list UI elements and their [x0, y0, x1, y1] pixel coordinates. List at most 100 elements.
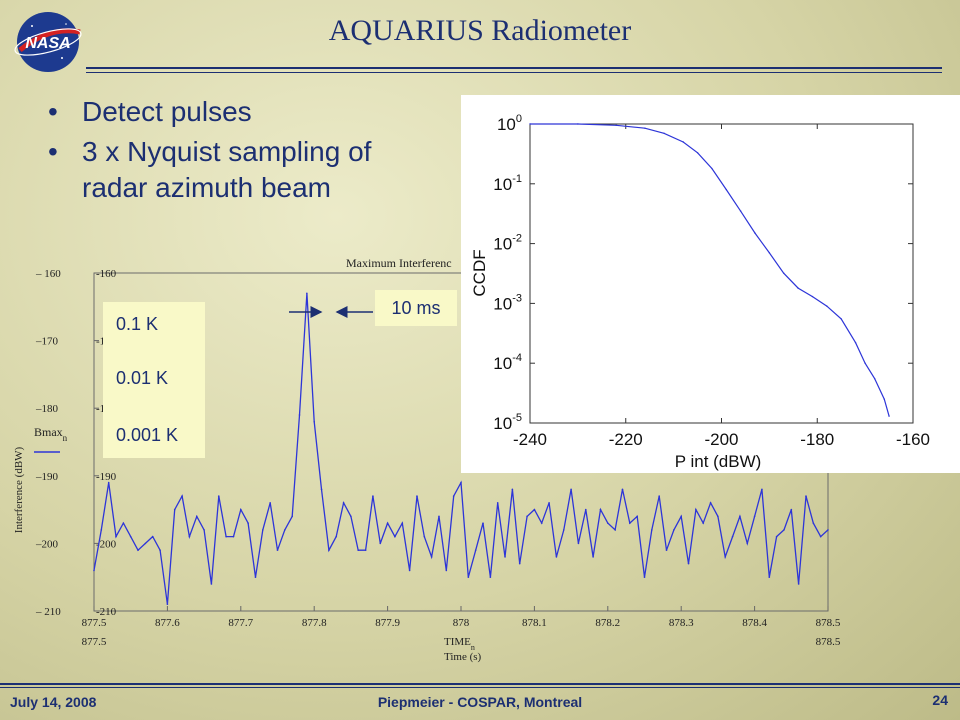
nasa-logo: NASA	[14, 12, 82, 72]
chart2-data-point	[874, 378, 876, 380]
chart1-data-point	[122, 522, 125, 524]
footer-page-number: 24	[932, 692, 948, 708]
chart1-data-point	[364, 549, 367, 551]
chart1-data-point	[482, 522, 484, 524]
chart1-data-point	[115, 535, 117, 538]
chart2-y-tick-base: 10	[493, 354, 512, 373]
level-label: 0.001 K	[116, 425, 179, 445]
chart1-y-tick-label: -200	[96, 538, 117, 550]
chart1-data-point	[577, 542, 580, 545]
chart1-data-point	[129, 535, 132, 538]
chart2-ylabel-text: CCDF	[470, 249, 489, 296]
slide-title: AQUARIUS Radiometer	[328, 14, 632, 47]
chart1-data-point	[452, 495, 455, 497]
bullet-text: 3 x Nyquist sampling of radar azimuth be…	[82, 136, 372, 203]
chart1-data-point	[298, 414, 301, 416]
chart1-data-point	[445, 569, 448, 572]
chart1-data-point	[540, 522, 543, 524]
chart1-data-point	[173, 508, 176, 511]
chart2-y-tick-exponent: 0	[516, 113, 522, 125]
bullet-item: 3 x Nyquist sampling of radar azimuth be…	[48, 134, 371, 206]
chart2-data-point	[615, 124, 617, 127]
chart2-ylabel: CCDF	[470, 249, 489, 296]
chart2-data-point	[711, 167, 713, 170]
chart1-data-point	[651, 529, 653, 531]
chart1-y-tick-label-outer: –180	[35, 403, 59, 415]
chart1-data-point	[526, 515, 528, 518]
chart1-data-point	[166, 603, 169, 606]
chart1-y-tick-label-outer: – 210	[35, 606, 61, 618]
chart1-data-point	[284, 529, 286, 531]
chart2-data-point	[529, 123, 531, 125]
chart1-data-point	[357, 549, 360, 551]
chart1-data-point	[342, 502, 345, 504]
chart2-y-tick-label: 10-4	[493, 352, 522, 373]
chart1-xlabel-symbol: TIMEn	[444, 636, 475, 652]
chart1-data-point	[188, 535, 191, 538]
title-rule-thin	[86, 72, 942, 73]
chart1-x-tick-label: 878.1	[522, 617, 547, 629]
chart1-data-point	[717, 515, 719, 518]
chart1-data-point	[504, 556, 506, 558]
chart2-data-point	[663, 132, 665, 134]
chart1-xlabel: Time (s)	[444, 651, 482, 663]
chart1-data-point	[438, 515, 440, 518]
chart1-y-tick-label: -160	[96, 268, 117, 280]
chart1-data-point	[695, 508, 697, 511]
chart2-y-tick-base: 10	[493, 175, 512, 194]
chart2-data-point	[888, 415, 890, 417]
footer-center: Piepmeier - COSPAR, Montreal	[377, 694, 583, 710]
chart1-data-point	[592, 556, 594, 558]
chart2-y-tick-label: 10-2	[493, 233, 522, 254]
chart2-data-point	[754, 232, 756, 234]
chart1-data-point	[430, 556, 433, 558]
chart1-data-point	[805, 495, 807, 497]
chart1-x-tick-label-secondary: 877.5	[82, 636, 107, 648]
chart2-data-point	[864, 362, 866, 364]
chart1-data-point	[350, 515, 352, 518]
chart1-data-point	[181, 495, 183, 497]
chart2-data-point	[883, 398, 885, 400]
chart1-legend-label: Bmaxn	[34, 425, 68, 443]
chart1-data-point	[203, 529, 205, 531]
chart1-data-point	[739, 515, 741, 518]
chart2-data-point	[840, 318, 842, 320]
chart1-data-point	[335, 535, 338, 538]
chart1-data-point	[518, 562, 521, 565]
chart1-data-point	[328, 549, 330, 551]
bullet-item: Detect pulses	[48, 94, 371, 130]
chart1-xlabel-sub: n	[471, 643, 475, 652]
chart1-data-point	[797, 583, 800, 585]
chart1-data-point	[629, 522, 631, 524]
chart1-data-point	[217, 495, 220, 497]
chart1-data-point	[775, 535, 778, 538]
chart1-data-point	[320, 488, 323, 491]
chart1-data-point	[673, 529, 675, 531]
chart1-data-point	[570, 488, 572, 491]
chart1-x-tick-label: 878.2	[595, 617, 620, 629]
chart2-y-tick-exponent: -4	[512, 352, 522, 364]
chart1-data-point	[768, 576, 771, 578]
chart2-data-point	[682, 141, 684, 143]
chart1-data-point	[827, 529, 829, 531]
chart1-x-tick-label: 877.6	[155, 617, 180, 629]
pulse-width-label: 10 ms	[375, 290, 457, 326]
chart1-x-tick-label: 877.9	[375, 617, 400, 629]
chart1-data-point	[680, 515, 682, 518]
chart1-data-point	[232, 535, 235, 538]
chart1-data-point	[533, 508, 536, 511]
chart1-data-point	[709, 502, 712, 504]
chart1-data-point	[555, 556, 558, 558]
chart2-background	[461, 95, 960, 473]
footer-rule-thin	[0, 687, 960, 688]
chart2-data-point	[577, 123, 579, 125]
chart1-data-point	[511, 488, 514, 491]
chart2-data-point	[725, 188, 727, 191]
chart1-data-point	[489, 576, 492, 578]
chart1-data-point	[144, 542, 147, 545]
chart1-data-point	[790, 508, 793, 511]
chart1-data-point	[819, 535, 822, 538]
chart1-data-point	[225, 535, 227, 538]
chart1-data-point	[783, 529, 785, 531]
chart1-data-point	[548, 502, 550, 504]
